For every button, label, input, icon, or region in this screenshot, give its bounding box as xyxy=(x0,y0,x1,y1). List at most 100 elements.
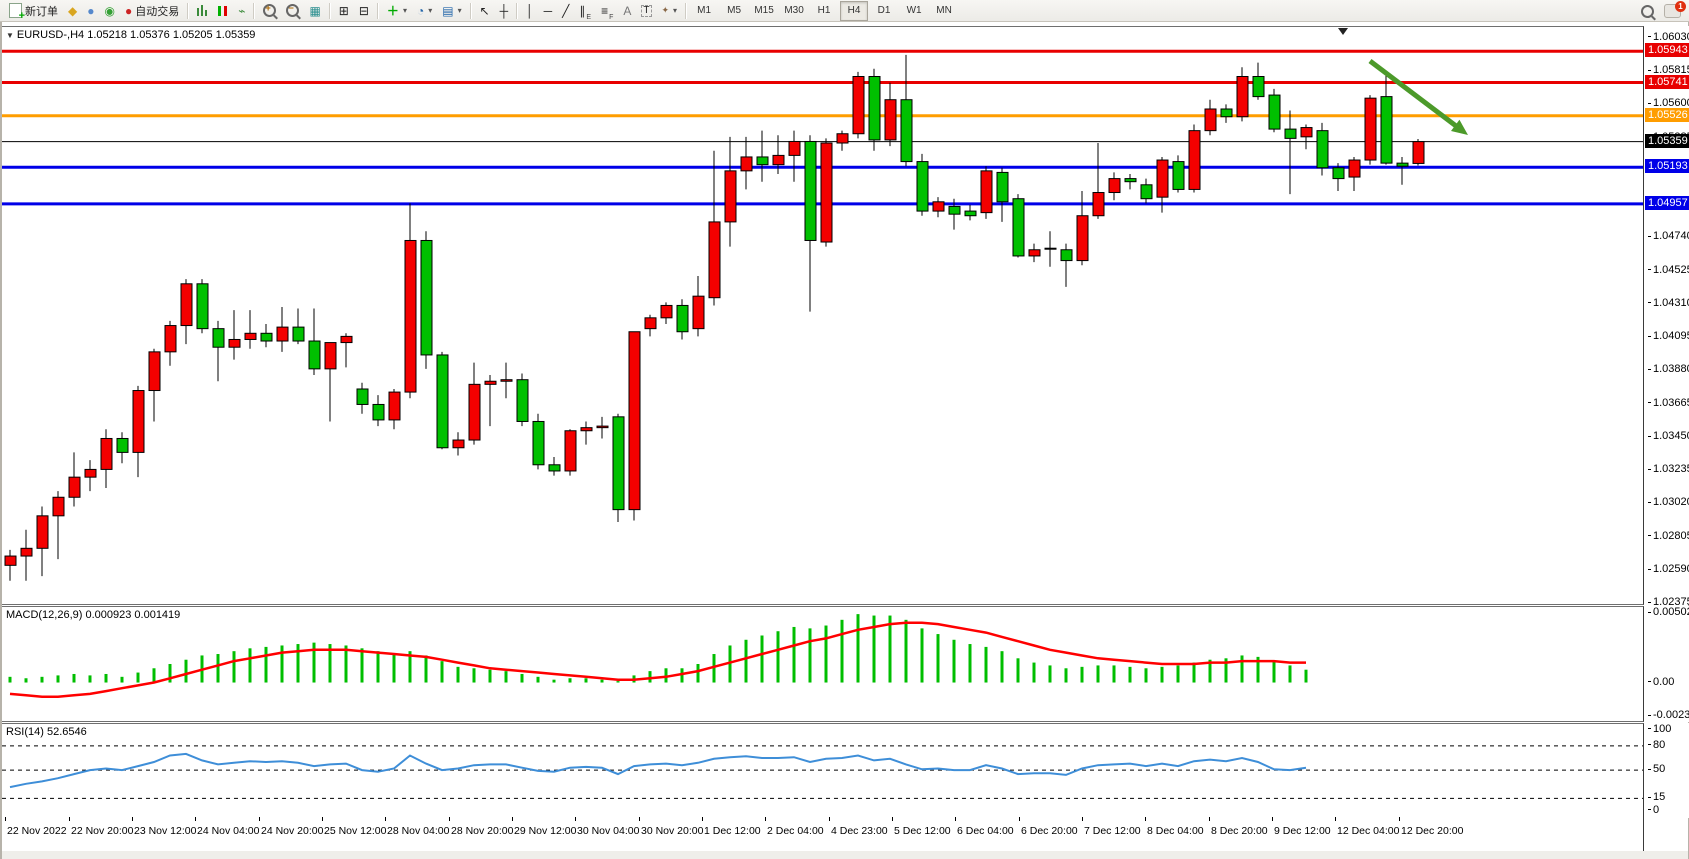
chart-shift-button[interactable]: ⊟ xyxy=(354,0,374,22)
fibonacci-icon: ≡ xyxy=(601,3,609,18)
new-chart-icon: ＋ xyxy=(386,3,399,18)
zoom-in-button[interactable]: + xyxy=(258,0,281,22)
zoom-out-button[interactable]: − xyxy=(281,0,304,22)
price-axis: 1.060301.058151.056001.053851.051701.047… xyxy=(1645,26,1689,608)
macd-histogram-bar xyxy=(88,675,92,683)
price-badge: 1.05526 xyxy=(1645,107,1689,122)
time-label: 30 Nov 04:00 xyxy=(577,825,640,837)
time-label: 8 Dec 04:00 xyxy=(1147,825,1204,837)
macd-histogram-bar xyxy=(1016,658,1020,683)
arrows-button[interactable]: ✦ ▾ xyxy=(657,0,683,22)
annotation-arrow-line[interactable] xyxy=(1368,59,1462,131)
period-button[interactable]: ◔ ▾ xyxy=(412,0,437,22)
community-button[interactable]: ● xyxy=(82,0,99,22)
candle xyxy=(340,335,353,344)
time-tick xyxy=(1209,817,1210,821)
annotation-arrow-head xyxy=(1451,119,1468,135)
candle xyxy=(916,161,929,212)
autotrade-button[interactable]: ● 自动交易 xyxy=(120,0,184,22)
metaeditor-button[interactable]: ◆ xyxy=(63,0,82,22)
candle xyxy=(1332,167,1345,180)
time-label: 29 Nov 12:00 xyxy=(514,825,577,837)
timeframe-button-M5[interactable]: M5 xyxy=(727,5,742,16)
notifications-icon[interactable]: 1 xyxy=(1664,1,1686,18)
macd-svg xyxy=(8,614,1308,699)
horizontal-line-button[interactable]: ─ xyxy=(539,0,558,22)
time-tick xyxy=(639,817,640,821)
timeframe-button-M30[interactable]: M30 xyxy=(784,5,804,16)
timeframe-button-H4[interactable]: H4 xyxy=(840,0,869,21)
search-icon[interactable] xyxy=(1641,4,1654,18)
text-label-button[interactable]: T xyxy=(636,0,656,22)
vertical-line-button[interactable]: │ xyxy=(521,0,539,22)
crosshair-icon: ┼ xyxy=(499,3,509,18)
line-chart-icon: ⌁ xyxy=(238,3,246,18)
price-chart-svg[interactable] xyxy=(2,27,1643,604)
fibonacci-button[interactable]: ≡ F xyxy=(601,3,614,21)
time-axis[interactable]: 22 Nov 2022 22 Nov 20:00 23 Nov 12:00 24 No… xyxy=(2,817,1644,851)
macd-histogram-bar xyxy=(344,645,348,683)
crosshair-button[interactable]: ┼ xyxy=(495,0,514,22)
channel-button[interactable]: ∥ E xyxy=(579,3,592,21)
tile-windows-button[interactable]: ▦ xyxy=(304,0,325,22)
timeframe-button-H1[interactable]: H1 xyxy=(817,5,831,16)
timeframe-button-W1[interactable]: W1 xyxy=(906,5,922,16)
cursor-icon: ↖ xyxy=(479,3,490,18)
toolbar: 新订单 ◆ ● ◉ ● 自动交易 ⌁ + − ▦ ⊞ ⊟ ＋▾ ◔▾ ▤▾ ↖ … xyxy=(0,0,1689,22)
text-icon: A xyxy=(623,3,632,18)
line-chart-button[interactable]: ⌁ xyxy=(233,0,250,22)
macd-histogram-bar xyxy=(680,668,684,683)
candle xyxy=(532,420,545,466)
rsi-panel[interactable]: RSI(14) 52.6546 xyxy=(2,723,1644,818)
candle xyxy=(404,239,417,393)
candle xyxy=(1156,159,1169,198)
candle xyxy=(980,170,993,214)
macd-histogram-bar xyxy=(472,668,476,683)
candle xyxy=(484,380,497,385)
macd-panel[interactable]: MACD(12,26,9) 0.000923 0.001419 xyxy=(2,606,1644,722)
candle xyxy=(1252,76,1265,98)
timeframe-button-MN[interactable]: MN xyxy=(936,5,952,16)
new-order-button[interactable]: 新订单 xyxy=(4,0,63,22)
main-chart-panel[interactable]: ▼ EURUSD-,H4 1.05218 1.05376 1.05205 1.05… xyxy=(2,26,1644,605)
chart-title-collapse-icon[interactable]: ▼ xyxy=(6,31,14,40)
candle xyxy=(356,388,369,405)
trendline-button[interactable]: ╱ xyxy=(557,0,574,22)
candle xyxy=(1172,161,1185,190)
price-tick-label: 1.04740 xyxy=(1648,230,1689,242)
time-tick xyxy=(1335,817,1336,821)
candlestick-chart-button[interactable] xyxy=(213,0,233,22)
auto-scroll-button[interactable]: ⊞ xyxy=(334,0,354,22)
candle xyxy=(436,354,449,449)
candle xyxy=(708,221,721,299)
candle xyxy=(132,390,145,453)
candle xyxy=(500,379,513,382)
macd-histogram-bar xyxy=(664,668,668,683)
new-chart-button[interactable]: ＋ ▾ xyxy=(382,0,412,22)
price-badge: 1.04957 xyxy=(1645,195,1689,210)
timeframe-button-M15[interactable]: M15 xyxy=(754,5,774,16)
signal-button[interactable]: ◉ xyxy=(99,0,119,22)
autotrade-icon: ● xyxy=(124,3,133,18)
toolbar-separator xyxy=(469,2,472,19)
time-tick xyxy=(702,817,703,821)
candle xyxy=(180,283,193,327)
timeframe-button-M1[interactable]: M1 xyxy=(697,5,712,16)
macd-histogram-bar xyxy=(872,615,876,683)
tile-windows-icon: ▦ xyxy=(309,3,321,18)
bar-chart-button[interactable] xyxy=(192,0,213,22)
time-label: 1 Dec 12:00 xyxy=(704,825,761,837)
template-button[interactable]: ▤ ▾ xyxy=(437,0,466,22)
macd-histogram-bar xyxy=(1096,665,1100,683)
time-tick xyxy=(892,817,893,821)
timeframe-button-D1[interactable]: D1 xyxy=(877,5,891,16)
macd-histogram-bar xyxy=(648,671,652,683)
rsi-tick-label: 15 xyxy=(1648,791,1665,803)
price-tick-label: 1.03020 xyxy=(1648,496,1689,508)
macd-histogram-bar xyxy=(1128,666,1132,683)
cursor-button[interactable]: ↖ xyxy=(475,0,495,22)
time-label: 6 Dec 20:00 xyxy=(1021,825,1078,837)
macd-histogram-bar xyxy=(536,676,540,683)
text-button[interactable]: A xyxy=(618,0,636,22)
